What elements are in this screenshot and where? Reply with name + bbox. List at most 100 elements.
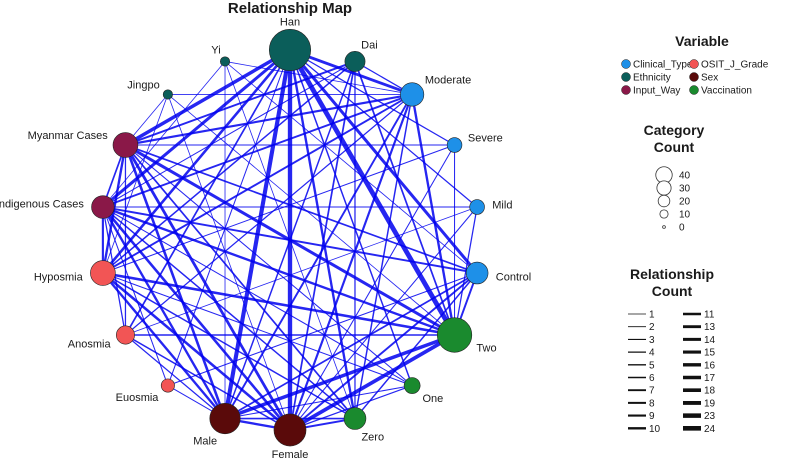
edge-zero-indigenous-cases (102, 206, 356, 420)
label-layer: Han Dai Moderate Severe Mild Control Two One Zer… (0, 16, 531, 461)
relationship-label-16: 16 (704, 360, 716, 371)
edge-two-mild (453, 206, 478, 336)
relationship-label-13: 13 (704, 322, 716, 333)
relationship-label-1: 1 (649, 310, 655, 321)
edge-male-hyposmia (101, 272, 226, 420)
node-moderate (400, 82, 425, 107)
edge-dai-indigenous-cases (102, 61, 356, 208)
edge-two-female (289, 333, 456, 432)
edge-zero-hyposmia (102, 272, 356, 420)
node-one (403, 377, 421, 394)
node-anosmia (116, 325, 135, 345)
edge-one-male (224, 385, 413, 420)
category-size-30 (656, 180, 672, 196)
edge-jingpo-two (167, 94, 455, 336)
node-han (268, 28, 312, 72)
node-label-dai: Dai (361, 39, 378, 51)
edge-yi-control (224, 61, 478, 274)
edge-han-hyposmia (101, 49, 291, 274)
edge-female-hyposmia (102, 272, 291, 431)
category-size-0 (662, 225, 666, 229)
node-label-zero: Zero (361, 431, 384, 443)
node-label-anosmia: Anosmia (68, 339, 112, 351)
node-label-jingpo: Jingpo (127, 80, 159, 92)
node-female (273, 413, 307, 447)
edge-one-myanmar-cases (125, 144, 413, 386)
edge-han-zero (288, 49, 357, 419)
chart-title: Relationship Map (228, 0, 352, 17)
node-myanmar-cases (112, 132, 139, 158)
relationship-label-3: 3 (649, 335, 655, 346)
edge-male-anosmia (125, 334, 226, 420)
node-indigenous-cases (91, 195, 115, 219)
variable-legend-title: Variable (675, 33, 729, 49)
variable-label-ethnicity: Ethnicity (633, 73, 671, 84)
node-two (436, 317, 473, 353)
node-yi (220, 56, 231, 67)
variable-swatch-ethnicity (621, 72, 631, 82)
edge-layer (101, 48, 479, 432)
relationship-label-9: 9 (649, 411, 655, 422)
variable-swatch-osit-j-grade (689, 59, 699, 69)
node-label-han: Han (280, 16, 300, 28)
edge-yi-moderate (224, 61, 413, 95)
node-label-yi: Yi (211, 45, 220, 57)
node-male (209, 403, 241, 435)
edge-moderate-two (410, 94, 456, 336)
relationship-label-18: 18 (704, 386, 716, 397)
category-size-label-0: 0 (679, 223, 685, 234)
variable-legend: Variable Clinical_Type OSIT_J_Grade Ethnic… (621, 33, 769, 97)
node-zero (343, 407, 367, 430)
node-label-one: One (422, 393, 443, 405)
node-label-two: Two (476, 343, 496, 355)
edge-han-euosmia (167, 49, 291, 386)
edge-yi-indigenous-cases (102, 61, 226, 208)
edge-jingpo-hyposmia (102, 94, 169, 274)
edge-control-male (224, 272, 478, 420)
edge-female-mild (289, 206, 478, 431)
edge-control-myanmar-cases (125, 144, 478, 274)
node-label-myanmar-cases: Myanmar Cases (28, 130, 109, 142)
variable-swatch-input-way (621, 85, 631, 95)
node-label-moderate: Moderate (425, 74, 471, 86)
relationship-label-23: 23 (704, 411, 716, 422)
relationship-legend-title-line2: Count (652, 283, 693, 299)
edge-female-severe (289, 144, 455, 431)
relationship-legend-title-line1: Relationship (630, 266, 714, 282)
edge-han-one (289, 49, 413, 386)
relationship-label-17: 17 (704, 373, 716, 384)
edge-male-indigenous-cases (101, 206, 227, 420)
edge-male-myanmar-cases (124, 144, 227, 419)
relationship-label-10: 10 (649, 424, 661, 435)
node-layer (90, 28, 489, 447)
edge-severe-hyposmia (102, 144, 455, 274)
variable-swatch-clinical-type (621, 59, 631, 69)
relationship-label-8: 8 (649, 398, 655, 409)
node-label-mild: Mild (492, 199, 512, 211)
edge-dai-hyposmia (102, 60, 356, 274)
category-size-20 (657, 194, 671, 208)
variable-label-osit-j-grade: OSIT_J_Grade (701, 60, 769, 71)
node-label-male: Male (193, 435, 217, 447)
edge-female-myanmar-cases (124, 144, 292, 431)
edge-euosmia-indigenous-cases (102, 206, 169, 386)
relationship-count-legend: Relationship Count 123456789101113141516… (628, 266, 716, 435)
edge-han-severe (289, 49, 455, 146)
relationship-label-7: 7 (649, 386, 655, 397)
edge-moderate-myanmar-cases (125, 93, 413, 147)
relationship-label-19: 19 (704, 398, 716, 409)
edge-yi-zero (224, 61, 356, 419)
category-size-label-40: 40 (679, 171, 691, 182)
edge-control-zero (354, 272, 478, 420)
category-size-label-10: 10 (679, 210, 691, 221)
node-jingpo (162, 89, 173, 100)
edge-mild-anosmia (125, 206, 478, 336)
node-label-euosmia: Euosmia (116, 392, 160, 404)
category-legend-title-line2: Count (654, 139, 695, 155)
relationship-label-4: 4 (649, 348, 655, 359)
relationship-label-11: 11 (704, 310, 715, 321)
edge-one-indigenous-cases (102, 206, 413, 386)
edge-control-female (289, 272, 478, 431)
relationship-label-14: 14 (704, 335, 716, 346)
